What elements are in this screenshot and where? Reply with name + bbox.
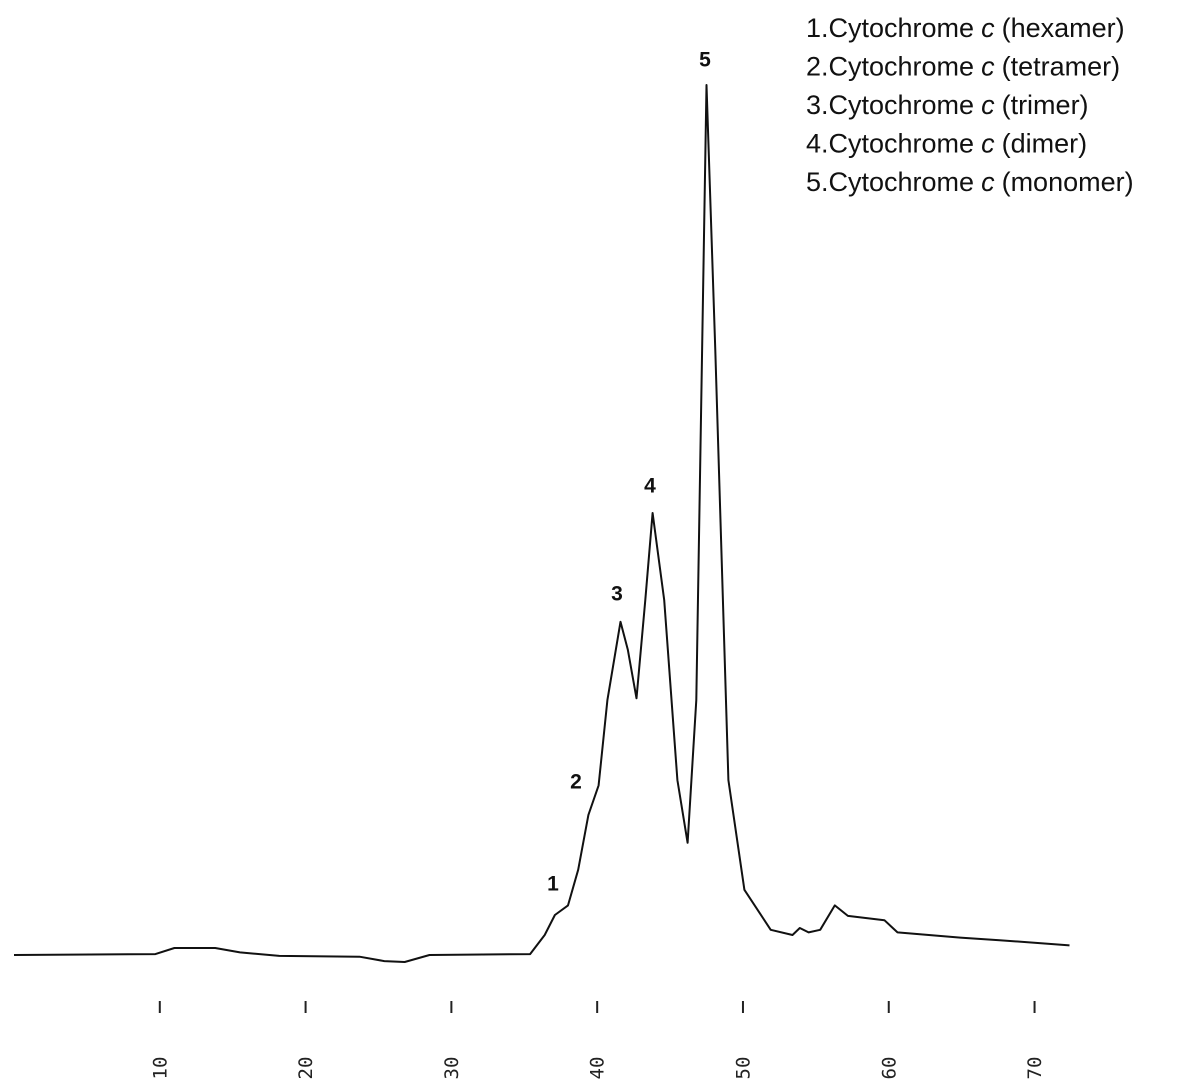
legend-suffix: (dimer) (1002, 129, 1088, 159)
legend-suffix: (trimer) (1002, 90, 1089, 120)
legend-italic: c (981, 13, 995, 43)
x-tick-label: 20 (295, 1057, 317, 1080)
legend-entry: 5.Cytochrome c (monomer) (806, 167, 1134, 197)
legend-entry: 2.Cytochrome c (tetramer) (806, 52, 1120, 82)
legend-suffix: (hexamer) (1002, 13, 1125, 43)
peak-label: 1 (547, 873, 559, 896)
legend-suffix: (monomer) (1002, 167, 1134, 197)
x-tick-label: 30 (441, 1057, 463, 1080)
legend-entry: 3.Cytochrome c (trimer) (806, 90, 1089, 120)
peak-label: 3 (611, 583, 623, 606)
legend-suffix: (tetramer) (1002, 52, 1121, 82)
legend-prefix: 1.Cytochrome (806, 13, 974, 43)
legend-prefix: 4.Cytochrome (806, 129, 974, 159)
legend-prefix: 5.Cytochrome (806, 167, 974, 197)
legend-entry: 4.Cytochrome c (dimer) (806, 129, 1087, 159)
legend-italic: c (981, 90, 995, 120)
x-tick-label: 10 (149, 1057, 171, 1080)
peak-label: 4 (644, 475, 656, 498)
legend-prefix: 3.Cytochrome (806, 90, 974, 120)
legend-italic: c (981, 167, 995, 197)
legend-italic: c (981, 52, 995, 82)
x-tick-label: 50 (732, 1057, 754, 1080)
x-tick-label: 70 (1024, 1057, 1046, 1080)
legend-italic: c (981, 129, 995, 159)
peak-label: 2 (570, 771, 582, 794)
x-tick-label: 40 (587, 1057, 609, 1080)
legend-entry: 1.Cytochrome c (hexamer) (806, 13, 1125, 43)
x-tick-label: 60 (878, 1057, 900, 1080)
peak-label: 5 (699, 49, 711, 72)
legend-prefix: 2.Cytochrome (806, 52, 974, 82)
chromatogram-line (13, 84, 1070, 963)
